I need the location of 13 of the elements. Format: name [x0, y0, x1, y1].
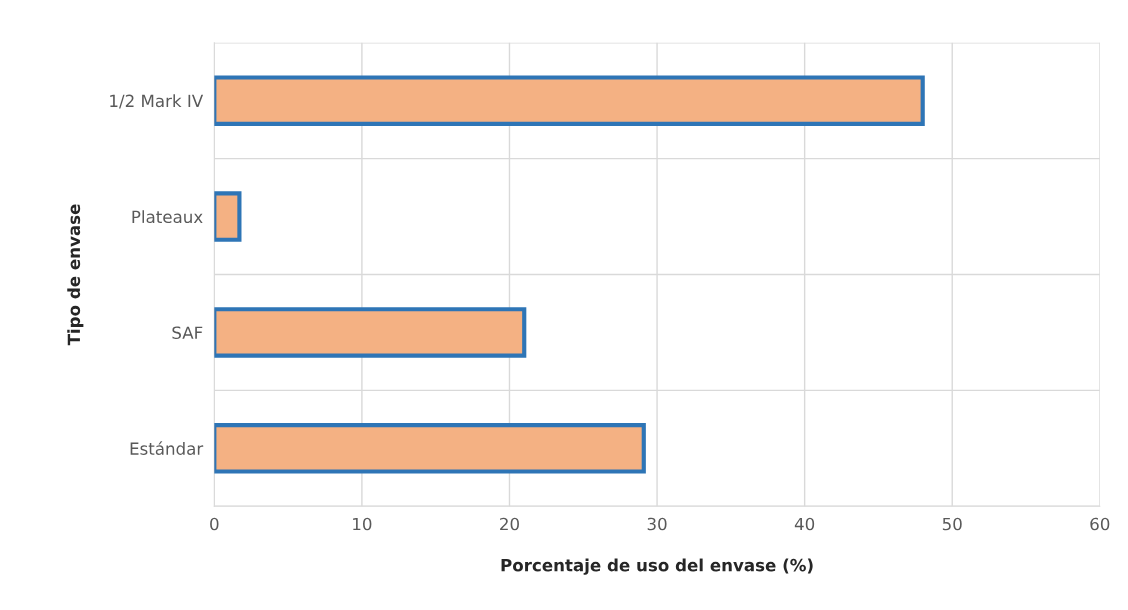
y-tick-label: 1/2 Mark IV	[110, 94, 204, 109]
x-tick-label: 50	[942, 517, 962, 531]
x-tick-label: 0	[210, 517, 219, 531]
x-tick-label: 10	[353, 517, 372, 531]
y-tick-label: Estándar	[130, 441, 204, 455]
y-axis-title: Tipo de envase	[67, 204, 84, 346]
x-axis-title: Porcentaje de uso del envase (%)	[501, 558, 813, 575]
x-tick-label: 30	[647, 517, 667, 531]
x-tick-label: 60	[1090, 517, 1110, 531]
x-tick-label: 40	[794, 517, 815, 531]
x-tick-label: 20	[500, 517, 519, 531]
y-tick-label: Plateaux	[132, 210, 203, 224]
y-tick-label: SAF	[172, 326, 203, 340]
